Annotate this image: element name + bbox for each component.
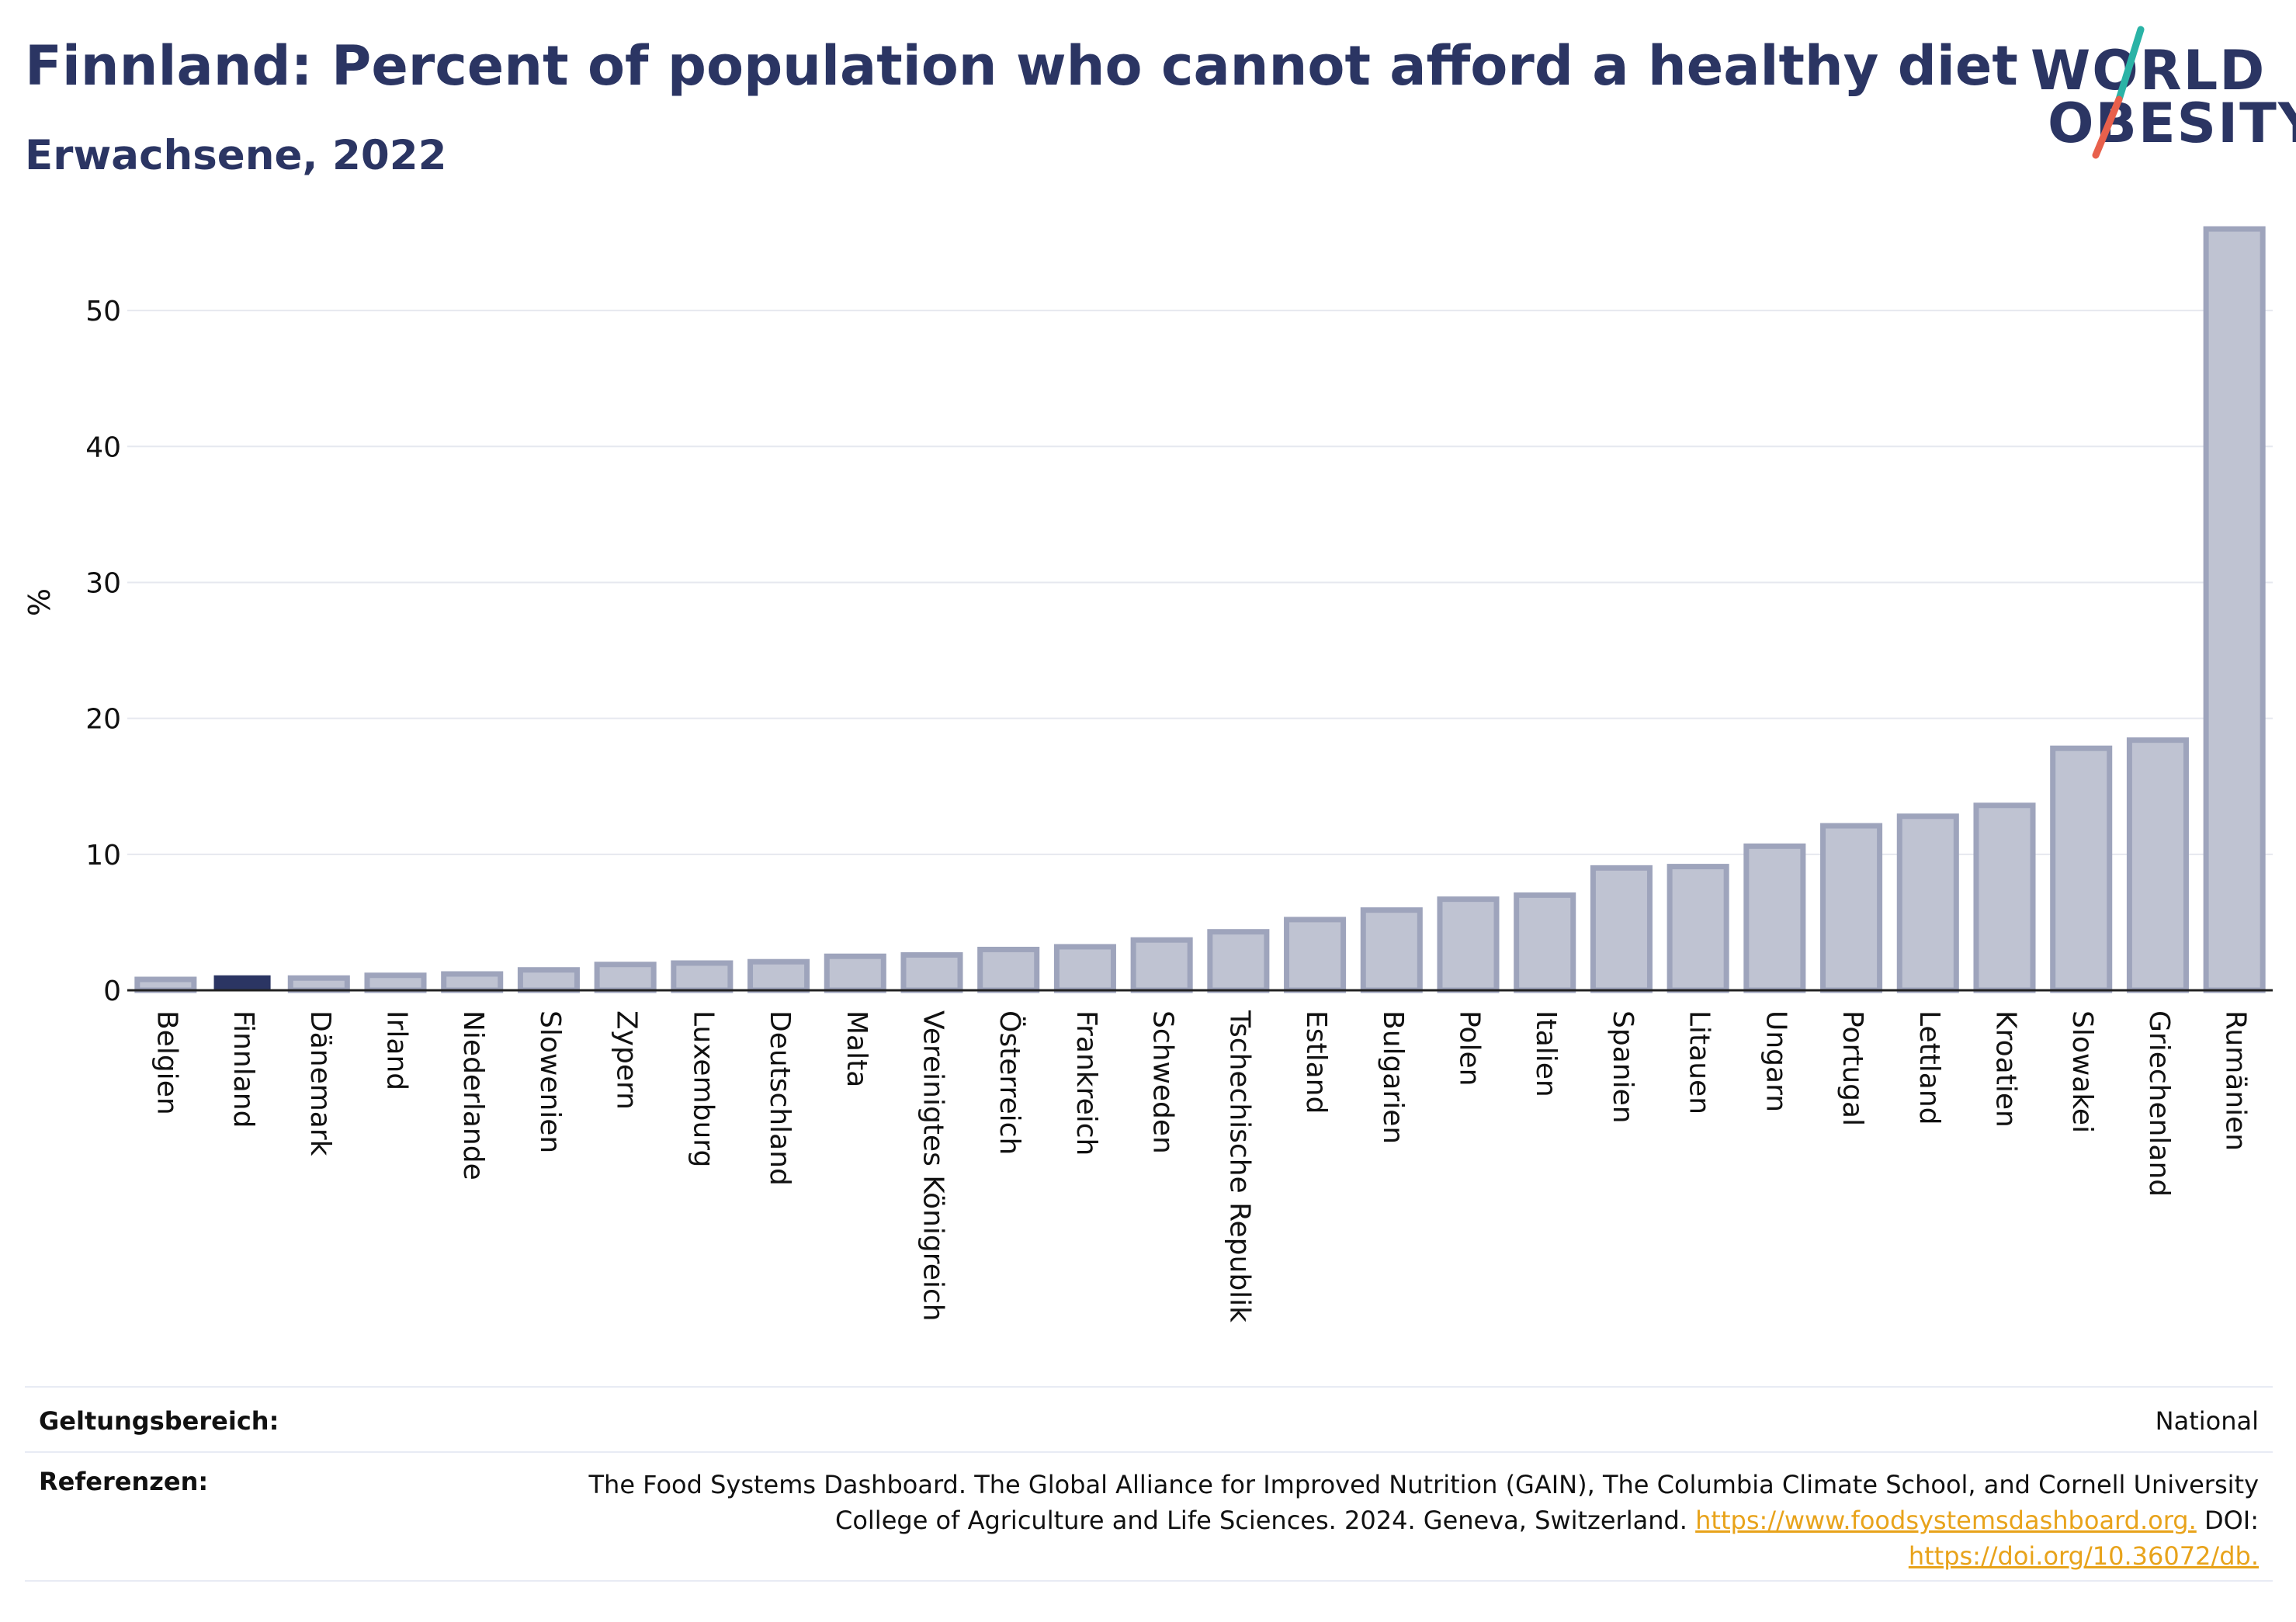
bar-österreich[interactable]: [977, 946, 1040, 993]
bar-chart: 0 10 20 30 40 50 Belgien Finnland Dänemark Irlan…: [23, 226, 2273, 1322]
bar-finnland[interactable]: [213, 975, 271, 990]
x-tick-label: Luxemburg: [687, 1010, 719, 1167]
bar-deutschland[interactable]: [747, 958, 810, 993]
logo-text-world: WORLD: [2031, 39, 2267, 102]
x-tick-label: Griechenland: [2143, 1010, 2175, 1197]
chart-title: Finnland: Percent of population who cann…: [25, 34, 2018, 98]
world-obesity-logo: WORLD OBESITY: [2026, 23, 2296, 163]
x-tick-label: Malta: [841, 1010, 872, 1087]
x-axis-labels: Belgien Finnland Dänemark Irland Niederlande…: [151, 1010, 2251, 1322]
x-tick-label: Litauen: [1684, 1010, 1715, 1114]
bar-vereinigtes-königreich[interactable]: [900, 951, 963, 993]
x-tick-label: Frankreich: [1070, 1010, 1102, 1156]
x-tick-label: Österreich: [994, 1010, 1026, 1155]
x-tick-label: Spanien: [1607, 1010, 1639, 1124]
references-link-dashboard[interactable]: https://www.foodsystemsdashboard.org.: [1695, 1506, 2197, 1535]
footer-divider-bottom: [25, 1580, 2273, 1582]
y-tick-label: 10: [85, 840, 121, 872]
references-doi-label: DOI:: [2204, 1506, 2259, 1535]
x-tick-label: Zypern: [611, 1010, 643, 1110]
x-tick-label: Finnland: [227, 1010, 259, 1128]
bar-dänemark[interactable]: [287, 975, 350, 993]
bar-frankreich[interactable]: [1053, 944, 1116, 993]
y-axis-ticks: 0 10 20 30 40 50: [85, 296, 121, 1007]
y-axis-label: %: [23, 588, 57, 616]
bar-polen[interactable]: [1437, 896, 1500, 993]
references-text-line2: College of Agriculture and Life Sciences…: [834, 1506, 1687, 1535]
x-tick-label: Portugal: [1836, 1010, 1868, 1126]
scope-row: Geltungsbereich: National: [25, 1406, 2273, 1445]
y-tick-label: 40: [85, 431, 121, 463]
x-tick-label: Tschechische Republik: [1223, 1010, 1255, 1322]
y-tick-label: 50: [85, 296, 121, 328]
bar-lettland[interactable]: [1896, 813, 1959, 993]
bar-portugal[interactable]: [1820, 823, 1883, 993]
x-tick-label: Deutschland: [764, 1010, 796, 1186]
scope-value: National: [2155, 1406, 2259, 1436]
bar-luxemburg[interactable]: [671, 960, 734, 993]
logo-text-obesity: OBESITY: [2048, 92, 2296, 155]
x-tick-label: Slowenien: [534, 1010, 566, 1153]
bar-malta[interactable]: [824, 953, 886, 993]
x-tick-label: Estland: [1300, 1010, 1332, 1114]
x-tick-label: Polen: [1454, 1010, 1486, 1086]
bars: [134, 226, 2266, 993]
x-tick-label: Kroatien: [1990, 1010, 2022, 1128]
bar-estland[interactable]: [1284, 917, 1347, 993]
bar-spanien[interactable]: [1590, 865, 1653, 993]
bar-griechenland[interactable]: [2126, 737, 2189, 993]
x-tick-label: Lettland: [1913, 1010, 1945, 1125]
bar-rumänien[interactable]: [2203, 226, 2266, 993]
bar-italien[interactable]: [1514, 892, 1576, 993]
bar-slowenien[interactable]: [517, 967, 580, 993]
bar-ungarn[interactable]: [1743, 843, 1806, 993]
x-tick-label: Ungarn: [1760, 1010, 1791, 1112]
x-tick-label: Rumänien: [2220, 1010, 2252, 1151]
bar-schweden[interactable]: [1130, 937, 1193, 993]
footer-divider-top: [25, 1386, 2273, 1388]
bar-zypern[interactable]: [594, 962, 657, 993]
bar-kroatien[interactable]: [1973, 802, 2036, 993]
x-tick-label: Schweden: [1147, 1010, 1179, 1154]
bar-belgien[interactable]: [134, 976, 197, 993]
references-text-line1: The Food Systems Dashboard. The Global A…: [588, 1470, 2259, 1499]
bar-tschechische-republik[interactable]: [1207, 929, 1270, 993]
references-label: Referenzen:: [39, 1467, 209, 1496]
x-tick-label: Irland: [381, 1010, 413, 1090]
bar-litauen[interactable]: [1667, 864, 1729, 993]
x-tick-label: Vereinigtes Königreich: [917, 1010, 949, 1322]
x-tick-label: Slowakei: [2066, 1010, 2098, 1133]
x-tick-label: Dänemark: [304, 1010, 336, 1156]
references-link-doi[interactable]: https://doi.org/10.36072/db.: [1908, 1541, 2259, 1571]
bar-bulgarien[interactable]: [1360, 907, 1423, 993]
references-row: Referenzen: The Food Systems Dashboard. …: [25, 1467, 2273, 1583]
y-tick-label: 30: [85, 567, 121, 599]
x-tick-label: Niederlande: [457, 1010, 489, 1180]
x-tick-label: Belgien: [151, 1010, 182, 1115]
bar-slowakei[interactable]: [2050, 745, 2113, 993]
logo-slash-icon: [2092, 26, 2145, 159]
footer-divider-middle: [25, 1451, 2273, 1453]
bar-niederlande[interactable]: [441, 971, 504, 993]
x-tick-label: Bulgarien: [1377, 1010, 1409, 1144]
x-tick-label: Italien: [1530, 1010, 1562, 1097]
chart-subtitle: Erwachsene, 2022: [25, 132, 447, 179]
grid-lines: [127, 310, 2273, 855]
bar-irland[interactable]: [364, 972, 427, 993]
scope-label: Geltungsbereich:: [39, 1406, 279, 1436]
y-tick-label: 20: [85, 704, 121, 736]
references-text: The Food Systems Dashboard. The Global A…: [435, 1467, 2259, 1574]
y-tick-label: 0: [103, 976, 121, 1007]
